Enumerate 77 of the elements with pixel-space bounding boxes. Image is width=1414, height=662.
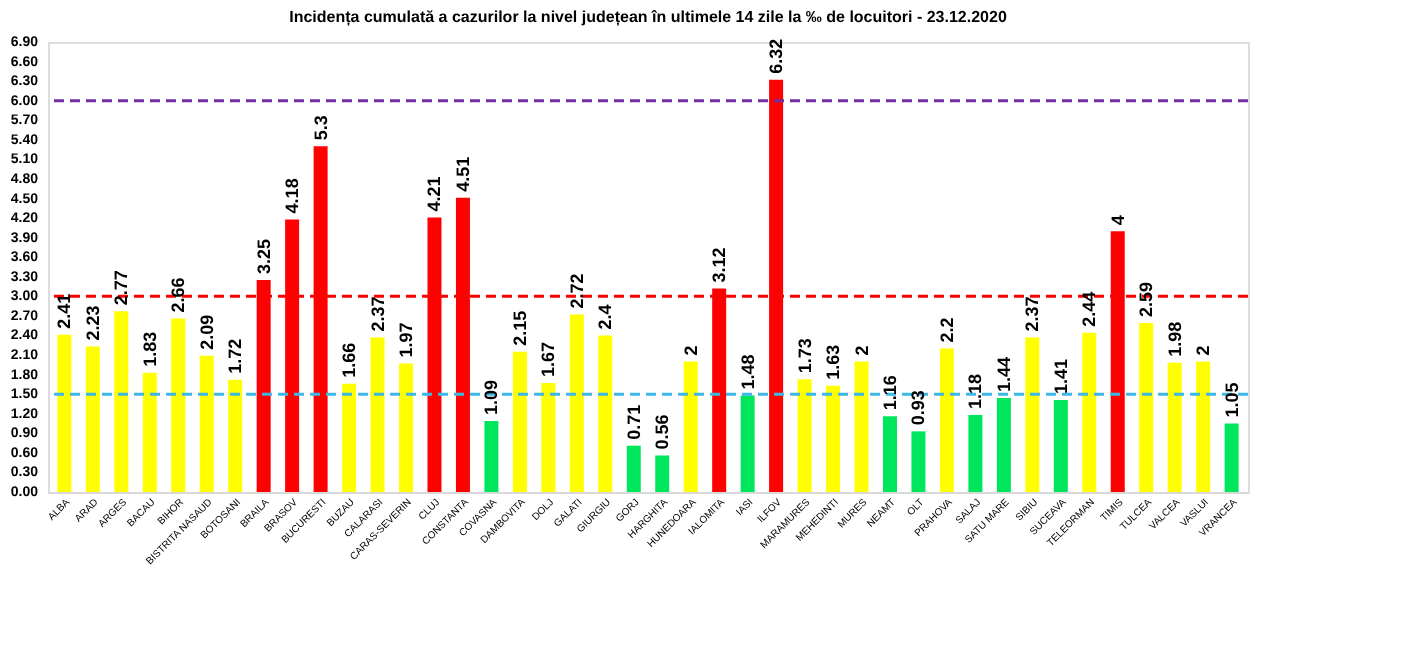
- bar: [199, 355, 214, 492]
- data-label: 1.72: [225, 338, 246, 374]
- data-label: 3.12: [709, 247, 730, 283]
- data-label: 2.66: [168, 277, 189, 313]
- bar: [1196, 361, 1211, 492]
- bar: [882, 416, 897, 492]
- bar: [142, 372, 157, 492]
- data-label: 1.66: [339, 342, 360, 378]
- data-label: 1.63: [823, 344, 844, 380]
- bar: [484, 420, 499, 492]
- data-label: 1.48: [737, 354, 758, 390]
- data-label: 2.44: [1079, 291, 1100, 327]
- bar: [1224, 423, 1239, 492]
- data-label: 6.32: [766, 38, 787, 74]
- data-label: 2.77: [111, 270, 132, 306]
- data-label: 2.72: [566, 273, 587, 309]
- data-label: 2: [851, 345, 872, 356]
- bar: [826, 385, 841, 492]
- data-label: 5.3: [310, 115, 331, 141]
- data-label: 2.41: [54, 293, 75, 329]
- bar: [1025, 337, 1040, 492]
- data-label: 1.73: [794, 338, 815, 374]
- bar: [854, 361, 869, 492]
- bar: [114, 311, 129, 492]
- data-label: 4.21: [424, 176, 445, 212]
- bar: [968, 415, 983, 492]
- data-label: 1.67: [538, 342, 559, 378]
- bar: [683, 361, 698, 492]
- bar: [626, 445, 641, 492]
- data-label: 1.97: [396, 322, 417, 358]
- data-label: 1.16: [879, 375, 900, 411]
- bar: [740, 395, 755, 492]
- data-label: 1.05: [1221, 382, 1242, 418]
- chart-title: Incidența cumulată a cazurilor la nivel județean în ultimele 14 zile la ‰ de locuitori - 23.12.2020: [289, 8, 1008, 26]
- data-label: 2.59: [1136, 282, 1157, 318]
- bar: [939, 348, 954, 492]
- data-label: 2: [680, 345, 701, 356]
- bar: [171, 318, 186, 492]
- bar: [911, 431, 926, 492]
- bar: [1082, 332, 1097, 492]
- data-label: 0.71: [623, 404, 644, 440]
- bar: [399, 363, 414, 492]
- data-label: 1.41: [1050, 358, 1071, 395]
- bar: [57, 334, 72, 492]
- data-label: 3.25: [253, 238, 274, 275]
- bar: [1053, 400, 1068, 492]
- bar: [541, 383, 556, 492]
- bar: [1139, 323, 1154, 492]
- bar: [655, 455, 670, 492]
- data-label: 4.51: [452, 156, 473, 192]
- data-label: 2.23: [82, 305, 103, 341]
- data-label: 1.44: [993, 357, 1014, 393]
- bar: [228, 379, 243, 492]
- data-label: 1.83: [139, 331, 160, 367]
- bar: [342, 383, 357, 492]
- data-label: 2.37: [367, 296, 388, 332]
- data-label: 0.56: [652, 414, 673, 450]
- data-label: 2.37: [1022, 296, 1043, 332]
- data-label: 1.09: [481, 379, 502, 415]
- data-label: 2.09: [196, 314, 217, 350]
- bar: [512, 351, 527, 492]
- bar: [598, 335, 613, 492]
- data-label: 1.18: [965, 373, 986, 410]
- bar: [996, 398, 1011, 492]
- data-label: 0.93: [908, 390, 929, 426]
- bar: [797, 379, 812, 492]
- data-label: 4: [1107, 215, 1128, 226]
- data-label: 2.15: [509, 310, 530, 346]
- data-label: 2.4: [595, 304, 616, 330]
- data-label: 4.18: [282, 178, 303, 214]
- bar: [85, 346, 100, 492]
- bar: [370, 337, 385, 492]
- data-label: 2: [1193, 345, 1214, 356]
- bar: [569, 314, 584, 492]
- data-label: 1.98: [1164, 321, 1185, 357]
- bar: [1167, 362, 1182, 492]
- data-label: 2.2: [936, 317, 957, 343]
